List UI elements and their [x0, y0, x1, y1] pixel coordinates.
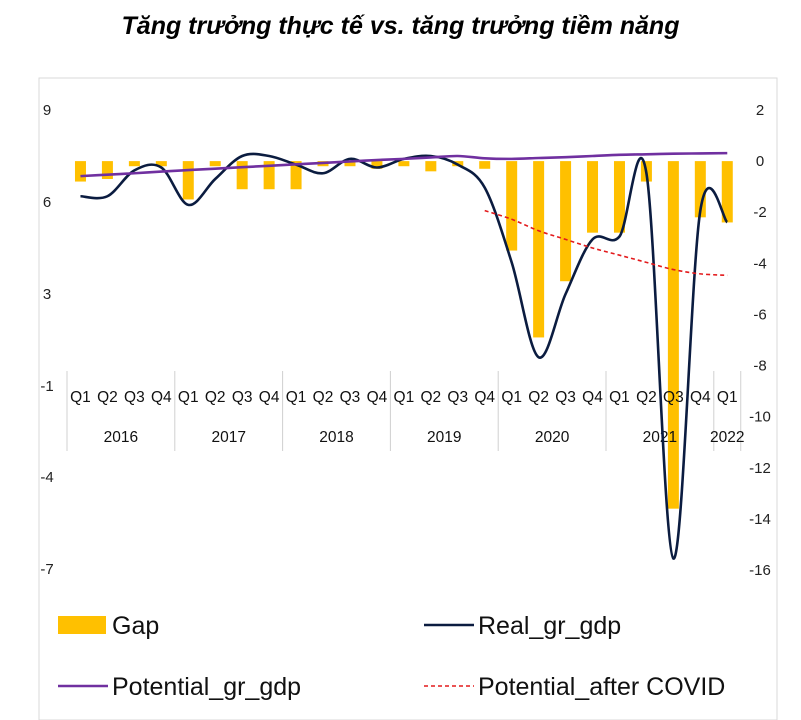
quarter-label: Q4	[367, 389, 388, 406]
gap-bar	[560, 161, 572, 282]
quarter-label: Q3	[447, 389, 468, 406]
legend-label-real-gr-gdp: Real_gr_gdp	[478, 612, 621, 640]
quarter-label: Q4	[690, 389, 711, 406]
right-tick-label: -2	[753, 204, 766, 221]
quarter-label: Q4	[259, 389, 280, 406]
quarter-label: Q1	[70, 389, 91, 406]
gap-bar	[721, 161, 733, 223]
potential-gr-gdp-line	[80, 151, 728, 178]
left-tick-label: 9	[43, 102, 51, 119]
potential-after-covid-line	[484, 209, 728, 277]
quarter-label: Q2	[528, 389, 549, 406]
gap-bar	[506, 161, 518, 251]
plot-border	[38, 77, 778, 720]
gap-bar	[371, 161, 383, 169]
gap-bar	[263, 161, 275, 190]
year-label: 2021	[643, 429, 677, 446]
quarter-label: Q3	[663, 389, 684, 406]
gap-bar	[209, 161, 221, 167]
year-label: 2019	[427, 429, 461, 446]
gap-bar	[344, 161, 356, 167]
right-tick-label: -12	[749, 460, 771, 477]
quarter-label: Q2	[313, 389, 334, 406]
legend-label-potential-gr-gdp: Potential_gr_gdp	[112, 673, 301, 701]
quarter-label: Q4	[151, 389, 172, 406]
quarter-label: Q2	[205, 389, 226, 406]
left-tick-label: 6	[43, 194, 51, 211]
left-axis: 9 6 3 -1 -4 -7	[40, 102, 53, 578]
gap-bars	[74, 161, 733, 509]
year-label: 2017	[211, 429, 245, 446]
year-label: 2022	[710, 429, 744, 446]
left-tick-label: -7	[40, 561, 53, 578]
quarter-label: Q2	[420, 389, 441, 406]
category-axis: Q1 Q2 Q3 Q4 Q1 Q2 Q3 Q4 Q1 Q2 Q3 Q4 Q1 Q2 Q3 Q4 Q1 Q2 Q3 Q4…	[66, 371, 745, 451]
right-tick-label: 2	[756, 102, 764, 119]
right-tick-label: -4	[753, 255, 766, 272]
gap-bar	[533, 161, 545, 338]
gap-bar	[667, 161, 679, 509]
year-label: 2020	[535, 429, 570, 446]
real-gr-gdp-line	[80, 152, 729, 560]
legend: Gap Real_gr_gdp Potential_gr_gdp Potential_…	[58, 612, 725, 701]
legend-label-gap: Gap	[112, 612, 159, 640]
year-label: 2016	[104, 429, 138, 446]
quarter-label: Q1	[609, 389, 630, 406]
quarter-label: Q3	[555, 389, 576, 406]
gap-bar	[587, 161, 599, 233]
quarter-label: Q3	[232, 389, 253, 406]
gap-bar	[425, 161, 437, 172]
gap-bar	[236, 161, 248, 190]
legend-label-potential-after-covid: Potential_after COVID	[478, 673, 725, 701]
right-tick-label: -10	[749, 409, 771, 426]
right-tick-label: 0	[756, 153, 764, 170]
right-tick-label: -8	[753, 358, 766, 375]
quarter-label: Q1	[717, 389, 738, 406]
left-tick-label: -1	[40, 378, 53, 395]
gap-bar	[182, 161, 194, 200]
quarter-label: Q1	[501, 389, 522, 406]
gap-bar	[694, 161, 706, 218]
chart-title: Tăng trưởng thực tế vs. tăng trưởng tiềm…	[121, 12, 680, 40]
right-tick-label: -16	[749, 562, 771, 579]
quarter-label: Q1	[286, 389, 307, 406]
gap-bar	[479, 161, 491, 169]
gap-bar	[155, 161, 167, 167]
quarter-label: Q3	[124, 389, 145, 406]
right-tick-label: -6	[753, 306, 766, 323]
year-label: 2018	[319, 429, 353, 446]
gap-bar	[290, 161, 302, 190]
left-tick-label: 3	[43, 286, 51, 303]
gap-bar	[398, 161, 410, 167]
quarter-label: Q1	[178, 389, 199, 406]
gap-bar	[613, 161, 625, 233]
quarter-label: Q4	[582, 389, 603, 406]
right-axis: 2 0 -2 -4 -6 -8 -10 -12 -14 -16	[749, 102, 771, 579]
left-tick-label: -4	[40, 469, 53, 486]
quarter-label: Q3	[340, 389, 361, 406]
legend-swatch-gap	[58, 616, 106, 634]
quarter-label: Q1	[394, 389, 415, 406]
gap-bar	[74, 161, 86, 182]
quarter-label: Q2	[636, 389, 657, 406]
gap-bar	[101, 161, 113, 179]
gap-bar	[128, 161, 140, 167]
quarter-label: Q2	[97, 389, 118, 406]
series-lines	[80, 151, 729, 560]
right-tick-label: -14	[749, 511, 771, 528]
quarter-label: Q4	[474, 389, 495, 406]
